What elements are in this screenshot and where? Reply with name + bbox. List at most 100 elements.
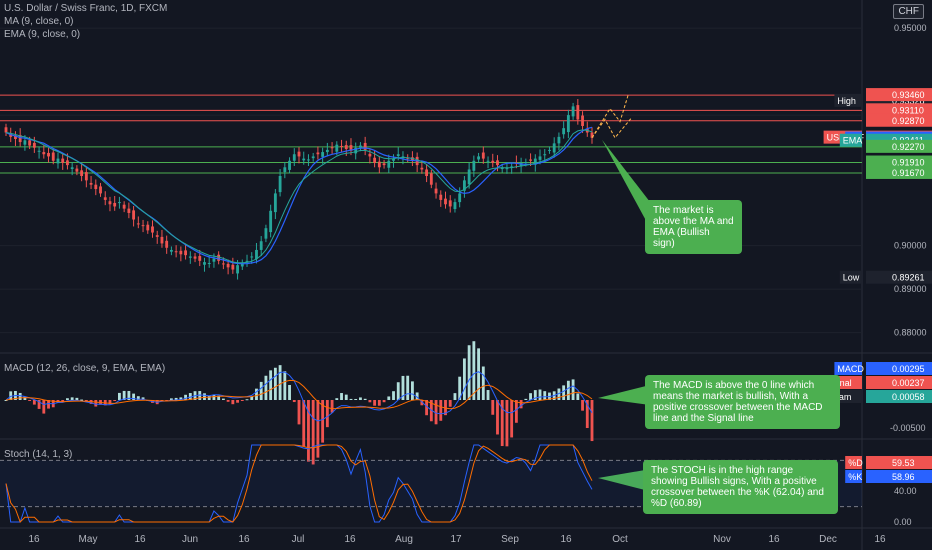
- macd-histogram-bar: [212, 394, 216, 400]
- macd-histogram-bar: [292, 400, 296, 403]
- candle-body: [292, 154, 296, 161]
- macd-histogram-bar: [491, 400, 495, 415]
- macd-histogram-bar: [557, 388, 561, 400]
- candle-body: [226, 263, 230, 268]
- candle-body: [297, 151, 301, 157]
- candle-body: [486, 160, 490, 162]
- symbol-title[interactable]: U.S. Dollar / Swiss Franc, 1D, FXCM: [4, 3, 168, 14]
- macd-callout: The MACD is above the 0 line which means…: [645, 375, 840, 429]
- macd-histogram-bar: [368, 400, 372, 403]
- candle-body: [66, 160, 69, 166]
- candle-body: [472, 160, 476, 171]
- candle-body: [538, 156, 542, 160]
- macd-histogram-bar: [169, 398, 173, 400]
- macd-histogram-bar: [188, 393, 192, 400]
- candle-body: [4, 127, 8, 133]
- candle-body: [325, 149, 329, 153]
- macd-histogram-bar: [61, 400, 65, 403]
- time-axis-label: Sep: [501, 534, 519, 545]
- macd-histogram-bar: [538, 389, 542, 400]
- macd-histogram-bar: [415, 392, 419, 400]
- candle-body: [203, 262, 206, 265]
- macd-tick-label: -0.00500: [890, 423, 926, 433]
- macd-histogram-bar: [354, 398, 358, 400]
- ma-indicator-label[interactable]: MA (9, close, 0): [4, 16, 74, 27]
- macd-histogram-bar: [519, 400, 523, 409]
- macd-histogram-bar: [566, 380, 570, 400]
- price-tick-label: 0.89000: [894, 284, 927, 294]
- projection-path-down: [591, 116, 633, 139]
- candle-body: [207, 263, 211, 264]
- stoch-callout: The STOCH is in the high range showing B…: [643, 460, 838, 514]
- candle-body: [28, 140, 32, 146]
- time-axis-label: May: [79, 534, 98, 545]
- stoch-name-text: %K: [848, 472, 862, 482]
- candle-body: [174, 251, 178, 253]
- candle-body: [70, 167, 74, 170]
- candle-body: [562, 128, 566, 135]
- candle-body: [18, 135, 22, 143]
- macd-histogram-bar: [453, 393, 457, 400]
- axis-name-text: EMA: [843, 136, 863, 146]
- candle-body: [510, 166, 514, 168]
- macd-histogram-bar: [349, 398, 353, 400]
- stoch-value-box: [866, 456, 932, 469]
- stoch-legend[interactable]: Stoch (14, 1, 3): [4, 449, 73, 460]
- candle-body: [236, 265, 239, 274]
- macd-histogram-bar: [203, 393, 206, 400]
- candle-body: [359, 145, 362, 148]
- candle-body: [273, 193, 277, 213]
- candle-body: [42, 152, 46, 155]
- macd-legend[interactable]: MACD (12, 26, close, 9, EMA, EMA): [4, 363, 166, 374]
- candle-body: [321, 152, 325, 157]
- macd-histogram-bar: [425, 400, 429, 416]
- candle-body: [32, 142, 36, 148]
- candle-body: [444, 198, 447, 205]
- candle-body: [269, 210, 273, 233]
- candle-body: [84, 172, 88, 181]
- time-axis-label: Nov: [713, 534, 731, 545]
- candle-body: [571, 106, 575, 117]
- macd-histogram-bar: [32, 400, 36, 405]
- ema-indicator-label[interactable]: EMA (9, close, 0): [4, 29, 81, 40]
- price-tick-label: 0.90000: [894, 241, 927, 251]
- candle-body: [368, 153, 372, 157]
- candle-body: [302, 158, 306, 161]
- candle-body: [557, 136, 561, 144]
- macd-histogram-bar: [325, 400, 329, 428]
- macd-histogram-bar: [533, 390, 537, 400]
- macd-histogram-bar: [245, 399, 249, 401]
- candle-body: [94, 184, 98, 190]
- macd-histogram-bar: [259, 381, 263, 400]
- candle-body: [108, 201, 112, 205]
- candle-body: [519, 162, 523, 167]
- candle-body: [411, 157, 414, 161]
- macd-histogram-bar: [373, 400, 377, 406]
- axis-value-text: 0.89261: [892, 273, 925, 283]
- macd-histogram-bar: [113, 400, 117, 401]
- candle-body: [552, 143, 556, 153]
- candle-body: [382, 163, 386, 166]
- macd-histogram-bar: [273, 367, 277, 400]
- macd-histogram-bar: [9, 391, 13, 400]
- axis-name-text: High: [837, 96, 856, 106]
- candle-body: [354, 147, 358, 154]
- candle-body: [377, 161, 381, 168]
- candle-body: [496, 160, 499, 166]
- candle-body: [566, 115, 570, 133]
- currency-button[interactable]: CHF: [893, 4, 924, 19]
- macd-histogram-bar: [505, 400, 509, 447]
- candle-body: [122, 204, 126, 209]
- candle-body: [439, 194, 443, 200]
- macd-histogram-bar: [330, 400, 334, 413]
- macd-histogram-bar: [42, 400, 46, 414]
- macd-histogram-bar: [127, 390, 131, 400]
- ema-line: [5, 129, 593, 264]
- macd-histogram-bar: [571, 379, 575, 400]
- candle-body: [340, 145, 343, 147]
- candle-body: [387, 160, 391, 168]
- macd-histogram-bar: [217, 395, 221, 400]
- candle-body: [543, 154, 547, 156]
- macd-histogram-bar: [141, 397, 145, 400]
